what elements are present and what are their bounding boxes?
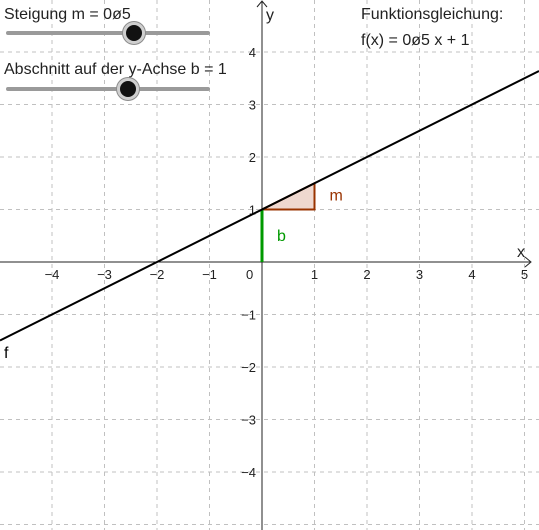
x-tick-label: 3 xyxy=(416,267,423,282)
y-tick-label: −4 xyxy=(241,465,256,480)
slope-label: m xyxy=(330,187,343,204)
equation-formula: f(x) = 0ø5 x + 1 xyxy=(361,32,470,49)
x-tick-label: −3 xyxy=(97,267,112,282)
x-axis-arrow xyxy=(524,256,532,268)
x-tick-label: −1 xyxy=(202,267,217,282)
equation-heading: Funktionsgleichung: xyxy=(361,6,504,23)
x-tick-labels: −4 −3 −2 −1 1 2 3 4 5 xyxy=(45,267,529,282)
y-axis-arrow xyxy=(256,0,268,8)
y-tick-label: 2 xyxy=(249,150,256,165)
x-tick-label: 5 xyxy=(521,267,528,282)
y-tick-labels: 4 3 2 1 −1 −2 −3 −4 xyxy=(241,45,256,480)
intercept-label: b xyxy=(277,228,286,245)
slider-b-knob[interactable] xyxy=(120,81,137,97)
slider-b-label: Abschnitt auf der y-Achse b = 1 xyxy=(4,61,227,78)
y-tick-label: −1 xyxy=(241,308,256,323)
y-tick-label: −3 xyxy=(241,413,256,428)
slider-b-track[interactable] xyxy=(6,87,210,91)
intercept-segment[interactable]: b xyxy=(260,209,286,263)
y-axis-name: y xyxy=(266,7,274,24)
x-tick-label: −2 xyxy=(150,267,165,282)
slope-triangle[interactable]: m xyxy=(261,181,343,211)
x-tick-label: −4 xyxy=(45,267,60,282)
function-name: f xyxy=(4,345,9,362)
x-tick-label: 1 xyxy=(311,267,318,282)
slider-m-track[interactable] xyxy=(6,31,210,35)
x-axis-name: x xyxy=(517,244,525,261)
y-tick-label: 3 xyxy=(249,98,256,113)
origin-label: 0 xyxy=(246,267,253,282)
y-tick-label: −2 xyxy=(241,360,256,375)
function-line[interactable] xyxy=(0,70,539,342)
slider-m[interactable] xyxy=(6,25,210,41)
slider-m-knob[interactable] xyxy=(125,25,142,41)
x-tick-label: 4 xyxy=(468,267,475,282)
slider-m-label: Steigung m = 0ø5 xyxy=(4,6,131,23)
x-tick-label: 2 xyxy=(363,267,370,282)
y-tick-label: 1 xyxy=(249,203,256,218)
y-tick-label: 4 xyxy=(249,45,256,60)
slider-b[interactable] xyxy=(6,81,210,97)
